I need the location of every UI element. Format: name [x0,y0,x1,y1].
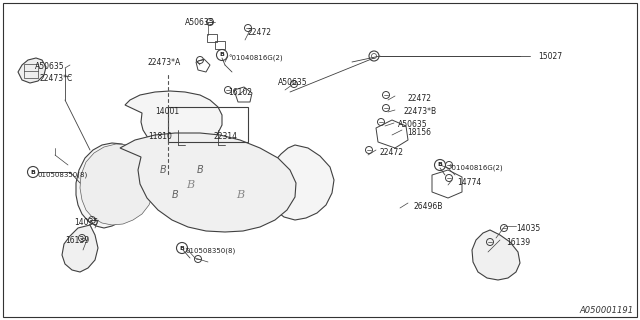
Text: 16102: 16102 [228,88,252,97]
Text: 15027: 15027 [538,52,562,61]
Text: B: B [438,163,442,167]
Polygon shape [120,133,296,232]
Text: 18156: 18156 [407,128,431,137]
Text: B: B [172,190,179,200]
Text: A50635: A50635 [278,78,308,87]
Text: 010508350(8): 010508350(8) [186,248,236,254]
Text: B: B [180,245,184,251]
Text: 14035: 14035 [74,218,99,227]
Text: A050001191: A050001191 [580,306,634,315]
Text: 16139: 16139 [506,238,530,247]
Polygon shape [18,58,46,83]
Text: 22473*B: 22473*B [404,107,437,116]
Text: 010508350(8): 010508350(8) [38,172,88,179]
Polygon shape [62,225,98,272]
Text: 11810: 11810 [148,132,172,141]
Text: 26496B: 26496B [413,202,442,211]
Text: 14774: 14774 [457,178,481,187]
Bar [24,64,38,78]
Text: B: B [220,52,225,58]
Text: 22472: 22472 [408,94,432,103]
Polygon shape [267,145,334,220]
Text: 22473*C: 22473*C [40,74,73,83]
Text: 14001: 14001 [155,107,179,116]
Text: 16139: 16139 [65,236,89,245]
Text: A50635: A50635 [398,120,428,129]
Text: 22472: 22472 [248,28,272,37]
Text: B: B [159,165,166,175]
Text: B: B [186,180,194,190]
Text: °01040816G(2): °01040816G(2) [228,55,283,62]
Text: B: B [196,165,204,175]
Polygon shape [76,143,142,228]
Text: 22473*A: 22473*A [148,58,181,67]
Text: A50635: A50635 [35,62,65,71]
Polygon shape [125,91,222,150]
Polygon shape [472,230,520,280]
Text: 22472: 22472 [380,148,404,157]
Polygon shape [80,144,156,225]
Text: 14035: 14035 [516,224,540,233]
Bar [168,107,248,142]
Text: 22314: 22314 [214,132,238,141]
Text: A50635: A50635 [185,18,214,27]
Polygon shape [201,145,268,224]
Text: B: B [236,190,244,200]
Text: B: B [31,170,35,174]
Text: °01040816G(2): °01040816G(2) [448,165,502,172]
